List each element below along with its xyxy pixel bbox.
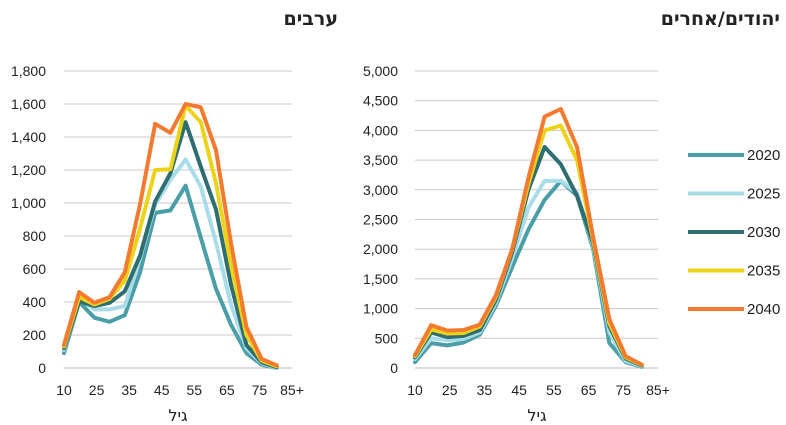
left-y-tick-label: 1,000 bbox=[11, 195, 46, 211]
legend-label-2030: 2030 bbox=[747, 224, 780, 241]
left-chart-title: ערבים bbox=[283, 8, 338, 30]
left-y-tick-label: 1,400 bbox=[11, 129, 46, 145]
right-x-tick-label: 25 bbox=[442, 382, 458, 398]
right-x-tick-label: 85+ bbox=[646, 382, 670, 398]
right-y-tick-label: 500 bbox=[375, 330, 399, 346]
left-series-line-2030 bbox=[62, 120, 279, 370]
left-y-tick-label: 0 bbox=[38, 360, 46, 376]
left-y-tick-label: 800 bbox=[23, 228, 47, 244]
left-x-tick-label: 10 bbox=[56, 382, 72, 398]
right-y-tick-label: 2,500 bbox=[363, 212, 398, 228]
right-y-tick-label: 1,500 bbox=[363, 271, 398, 287]
right-series-line-2040 bbox=[413, 107, 644, 367]
right-y-tick-label: 1,000 bbox=[363, 301, 398, 317]
right-x-tick-label: 75 bbox=[615, 382, 631, 398]
right-x-tick-label: 35 bbox=[477, 382, 493, 398]
series-lines-layer bbox=[62, 102, 644, 370]
right-x-tick-label: 45 bbox=[511, 382, 527, 398]
right-x-tick-label: 10 bbox=[407, 382, 423, 398]
right-y-tick-label: 5,000 bbox=[363, 63, 398, 79]
left-y-tick-label: 1,200 bbox=[11, 162, 46, 178]
right-x-tick-label: 55 bbox=[546, 382, 562, 398]
left-x-tick-label: 65 bbox=[219, 382, 235, 398]
right-y-tick-label: 3,500 bbox=[363, 152, 398, 168]
right-y-tick-label: 2,000 bbox=[363, 241, 398, 257]
right-y-tick-label: 0 bbox=[390, 360, 398, 376]
left-series-line-2040 bbox=[62, 102, 279, 368]
text-layer: ערבים יהודים/אחרים גיל גיל 0 200 400 600 800… bbox=[11, 8, 780, 425]
left-x-axis-label: גיל bbox=[168, 406, 188, 425]
right-y-tick-label: 3,000 bbox=[363, 182, 398, 198]
left-series-line-2025 bbox=[62, 157, 279, 370]
right-x-tick-label: 65 bbox=[581, 382, 597, 398]
right-chart-title: יהודים/אחרים bbox=[661, 8, 780, 30]
left-y-tick-label: 1,800 bbox=[11, 63, 46, 79]
right-y-tick-label: 4,000 bbox=[363, 122, 398, 138]
left-x-tick-label: 55 bbox=[186, 382, 202, 398]
legend-label-2035: 2035 bbox=[747, 263, 780, 280]
right-y-tick-label: 4,500 bbox=[363, 93, 398, 109]
left-series-line-2020 bbox=[62, 183, 279, 370]
left-y-tick-label: 400 bbox=[23, 294, 47, 310]
left-x-tick-label: 25 bbox=[89, 382, 105, 398]
left-y-tick-label: 200 bbox=[23, 327, 47, 343]
legend: 2020 2025 2030 2035 2040 bbox=[688, 147, 780, 318]
left-x-tick-label: 75 bbox=[252, 382, 268, 398]
right-x-axis-label: גיל bbox=[527, 406, 547, 425]
left-x-tick-label: 35 bbox=[121, 382, 137, 398]
left-y-tick-label: 1,600 bbox=[11, 96, 46, 112]
legend-label-2025: 2025 bbox=[747, 186, 780, 203]
left-x-tick-label: 85+ bbox=[280, 382, 304, 398]
legend-label-2020: 2020 bbox=[747, 147, 780, 164]
left-y-tick-label: 600 bbox=[23, 261, 47, 277]
legend-label-2040: 2040 bbox=[747, 301, 780, 318]
left-x-tick-label: 45 bbox=[154, 382, 170, 398]
